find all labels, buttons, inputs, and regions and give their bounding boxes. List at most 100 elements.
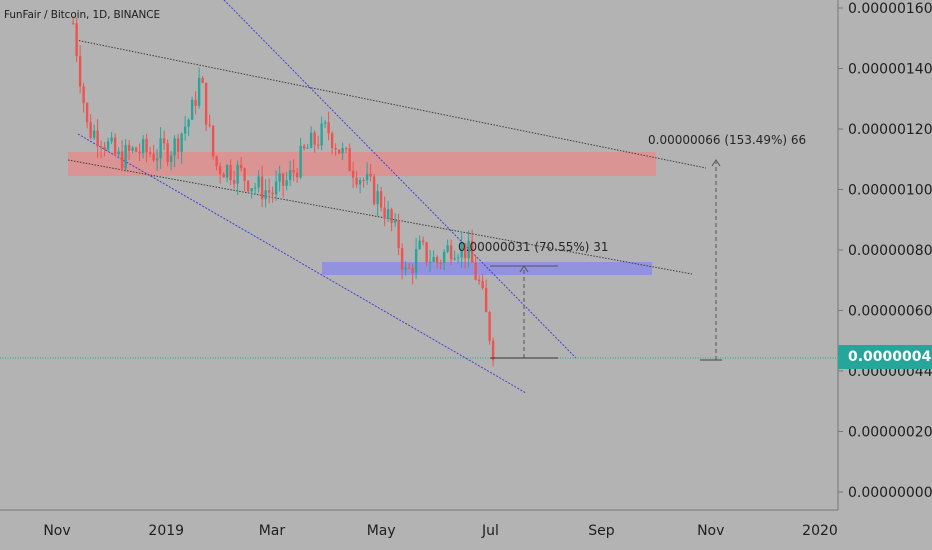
candle-body <box>372 176 376 205</box>
x-tick-label: Nov <box>697 523 724 539</box>
chart-title: FunFair / Bitcoin, 1D, BINANCE <box>4 9 161 21</box>
middle-trendline <box>67 159 693 275</box>
candle-body <box>362 180 365 182</box>
candle-body <box>428 261 432 263</box>
candle-body <box>481 281 484 289</box>
candle-body <box>281 173 285 186</box>
candle-body <box>278 173 281 182</box>
candle-body <box>442 251 446 263</box>
candle-body <box>351 170 355 178</box>
candle-body <box>222 174 225 178</box>
candle-body <box>218 166 222 175</box>
measure-lower[interactable] <box>490 265 558 359</box>
candle-body <box>134 147 138 152</box>
candle-body <box>257 176 260 188</box>
candle-body <box>169 155 173 162</box>
candle-body <box>127 144 131 151</box>
candle-body <box>211 125 215 157</box>
support-zone <box>322 262 652 275</box>
y-tick-label: 0.00000080 <box>848 243 932 259</box>
candle-body <box>470 240 474 263</box>
candle-body <box>208 124 211 126</box>
candle-body <box>190 99 194 120</box>
candle-body <box>155 158 159 161</box>
candle-body <box>239 164 243 169</box>
wedge-upper-line[interactable] <box>223 0 577 359</box>
x-tick-label: Jul <box>481 523 499 539</box>
candle-body <box>141 139 145 154</box>
candle-body <box>425 242 428 263</box>
candle-body <box>446 245 449 252</box>
candle-body <box>327 122 330 134</box>
upper-trendline <box>75 39 707 169</box>
candle-body <box>334 148 337 150</box>
candle-body <box>264 190 267 200</box>
candle-body <box>194 99 197 106</box>
candle-body <box>250 188 253 192</box>
candle-body <box>288 170 292 181</box>
candle-body <box>484 288 488 313</box>
candle-body <box>120 151 124 169</box>
candle-body <box>467 240 470 259</box>
candle-body <box>197 77 201 106</box>
candle-body <box>323 122 327 124</box>
y-tick-label: 0.00000120 <box>848 122 932 138</box>
wedge-lower-line[interactable] <box>77 133 527 394</box>
candle-body <box>187 119 190 127</box>
candle-body <box>299 145 302 178</box>
candle-body <box>449 245 453 260</box>
candle-body <box>78 55 82 87</box>
candle-body <box>330 133 334 149</box>
candle-body <box>397 220 400 249</box>
x-tick-label: May <box>367 523 396 539</box>
candle-body <box>421 240 425 243</box>
candle-body <box>414 248 418 274</box>
candle-body <box>463 243 467 259</box>
x-tick-label: Sep <box>588 523 615 539</box>
candle-body <box>162 138 166 144</box>
y-axis[interactable]: 0.00000160 0.00000140 0.00000120 0.00000100… <box>838 1 932 501</box>
candle-body <box>474 262 477 280</box>
x-tick-label: 2019 <box>148 523 184 539</box>
candle-body <box>369 173 372 177</box>
candle-body <box>92 130 96 138</box>
candle-body <box>232 180 236 184</box>
candle-body <box>491 340 495 361</box>
candle-body <box>159 138 162 159</box>
candle-body <box>292 170 295 173</box>
candle-body <box>355 177 358 185</box>
x-tick-label: Mar <box>259 523 286 539</box>
candle-body <box>225 165 229 178</box>
candle-body <box>271 192 274 195</box>
candle-body <box>320 123 323 146</box>
candle-body <box>183 126 187 134</box>
candle-body <box>400 248 404 270</box>
candle-body <box>236 164 239 184</box>
x-tick-label: Nov <box>43 523 70 539</box>
candle-body <box>201 77 204 83</box>
candle-body <box>260 176 264 200</box>
candle-body <box>71 23 75 25</box>
candle-body <box>358 180 362 185</box>
candle-body <box>393 220 397 223</box>
y-tick-label: 0.00000060 <box>848 304 932 320</box>
candle-body <box>75 23 78 56</box>
measure-upper[interactable] <box>700 159 722 361</box>
candlestick-series <box>71 16 495 367</box>
candle-body <box>488 312 491 341</box>
candle-body <box>309 132 313 148</box>
candle-body <box>229 165 232 181</box>
x-axis[interactable]: Nov 2019 Mar May Jul Sep Nov 2020 <box>43 523 837 539</box>
candle-body <box>379 191 383 208</box>
candle-body <box>246 180 250 192</box>
candle-body <box>439 262 442 264</box>
candle-body <box>166 143 169 162</box>
resistance-zone <box>68 152 656 176</box>
candle-body <box>215 156 218 167</box>
candle-body <box>432 256 435 262</box>
candle-body <box>124 144 127 169</box>
candle-body <box>376 191 379 205</box>
candle-body <box>89 122 92 138</box>
